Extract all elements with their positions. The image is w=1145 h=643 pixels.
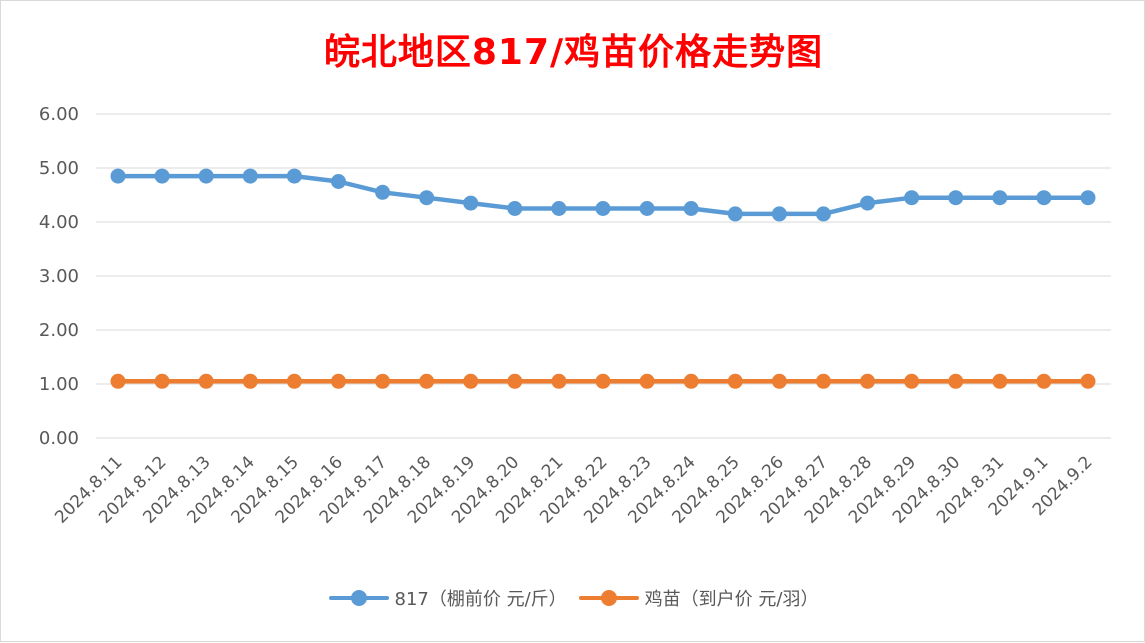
data-point — [860, 195, 876, 211]
series-2 — [110, 373, 1096, 389]
data-point — [330, 174, 346, 189]
data-point — [286, 373, 302, 389]
data-point — [419, 373, 435, 389]
data-point — [375, 184, 391, 200]
gridlines — [96, 113, 1111, 439]
legend-swatch-series-1 — [328, 586, 389, 610]
data-point — [727, 373, 743, 389]
legend-swatch-series-2 — [578, 586, 639, 610]
data-point — [860, 373, 876, 389]
y-tick-label: 6.00 — [39, 104, 79, 125]
y-axis-ticks: 0.00 1.00 2.00 3.00 4.00 5.00 6.00 — [39, 104, 79, 449]
data-point — [286, 168, 302, 184]
data-point — [904, 373, 920, 389]
legend-label-series-1: 817（棚前价 元/斤） — [394, 589, 567, 610]
data-point — [507, 201, 523, 216]
data-point — [198, 373, 214, 389]
data-point — [992, 373, 1008, 389]
data-point — [242, 373, 258, 389]
data-point — [904, 190, 920, 206]
legend-item-series-1[interactable]: 817（棚前价 元/斤） — [328, 585, 567, 611]
data-point — [551, 201, 567, 216]
data-point — [154, 373, 170, 389]
data-point — [463, 373, 479, 389]
data-point — [375, 373, 391, 389]
data-point — [507, 373, 523, 389]
series-1 — [110, 168, 1096, 222]
data-point — [1036, 373, 1052, 389]
data-point — [242, 168, 258, 184]
data-point — [1080, 373, 1096, 389]
data-point — [771, 373, 787, 389]
data-point — [727, 206, 743, 222]
data-point — [463, 195, 479, 211]
data-point — [154, 168, 170, 184]
data-point — [110, 168, 126, 184]
data-point — [330, 373, 346, 389]
data-point — [948, 190, 964, 206]
data-point — [683, 373, 699, 389]
legend-label-series-2: 鸡苗（到户价 元/羽） — [644, 589, 819, 610]
data-point — [1036, 190, 1052, 206]
data-point — [815, 206, 831, 222]
x-axis-ticks: 2024.8.112024.8.122024.8.132024.8.142024… — [51, 452, 1096, 527]
data-point — [595, 201, 611, 216]
data-point — [639, 373, 655, 389]
data-point — [992, 190, 1008, 206]
y-tick-label: 4.00 — [39, 212, 79, 233]
data-point — [551, 373, 567, 389]
data-point — [198, 168, 214, 184]
y-tick-label: 0.00 — [39, 428, 79, 449]
data-point — [639, 201, 655, 216]
series-layer — [110, 168, 1096, 389]
y-tick-label: 5.00 — [39, 158, 79, 179]
data-point — [771, 206, 787, 222]
data-point — [815, 373, 831, 389]
data-point — [1080, 190, 1096, 206]
data-point — [948, 373, 964, 389]
data-point — [110, 373, 126, 389]
data-point — [419, 190, 435, 206]
data-point — [595, 373, 611, 389]
data-point — [683, 201, 699, 216]
y-tick-label: 2.00 — [39, 320, 79, 341]
y-tick-label: 3.00 — [39, 266, 79, 287]
legend: 817（棚前价 元/斤） 鸡苗（到户价 元/羽） — [1, 585, 1145, 611]
chart-title: 皖北地区817/鸡苗价格走势图 — [323, 32, 824, 73]
y-tick-label: 1.00 — [39, 374, 79, 395]
legend-item-series-2[interactable]: 鸡苗（到户价 元/羽） — [578, 585, 819, 611]
